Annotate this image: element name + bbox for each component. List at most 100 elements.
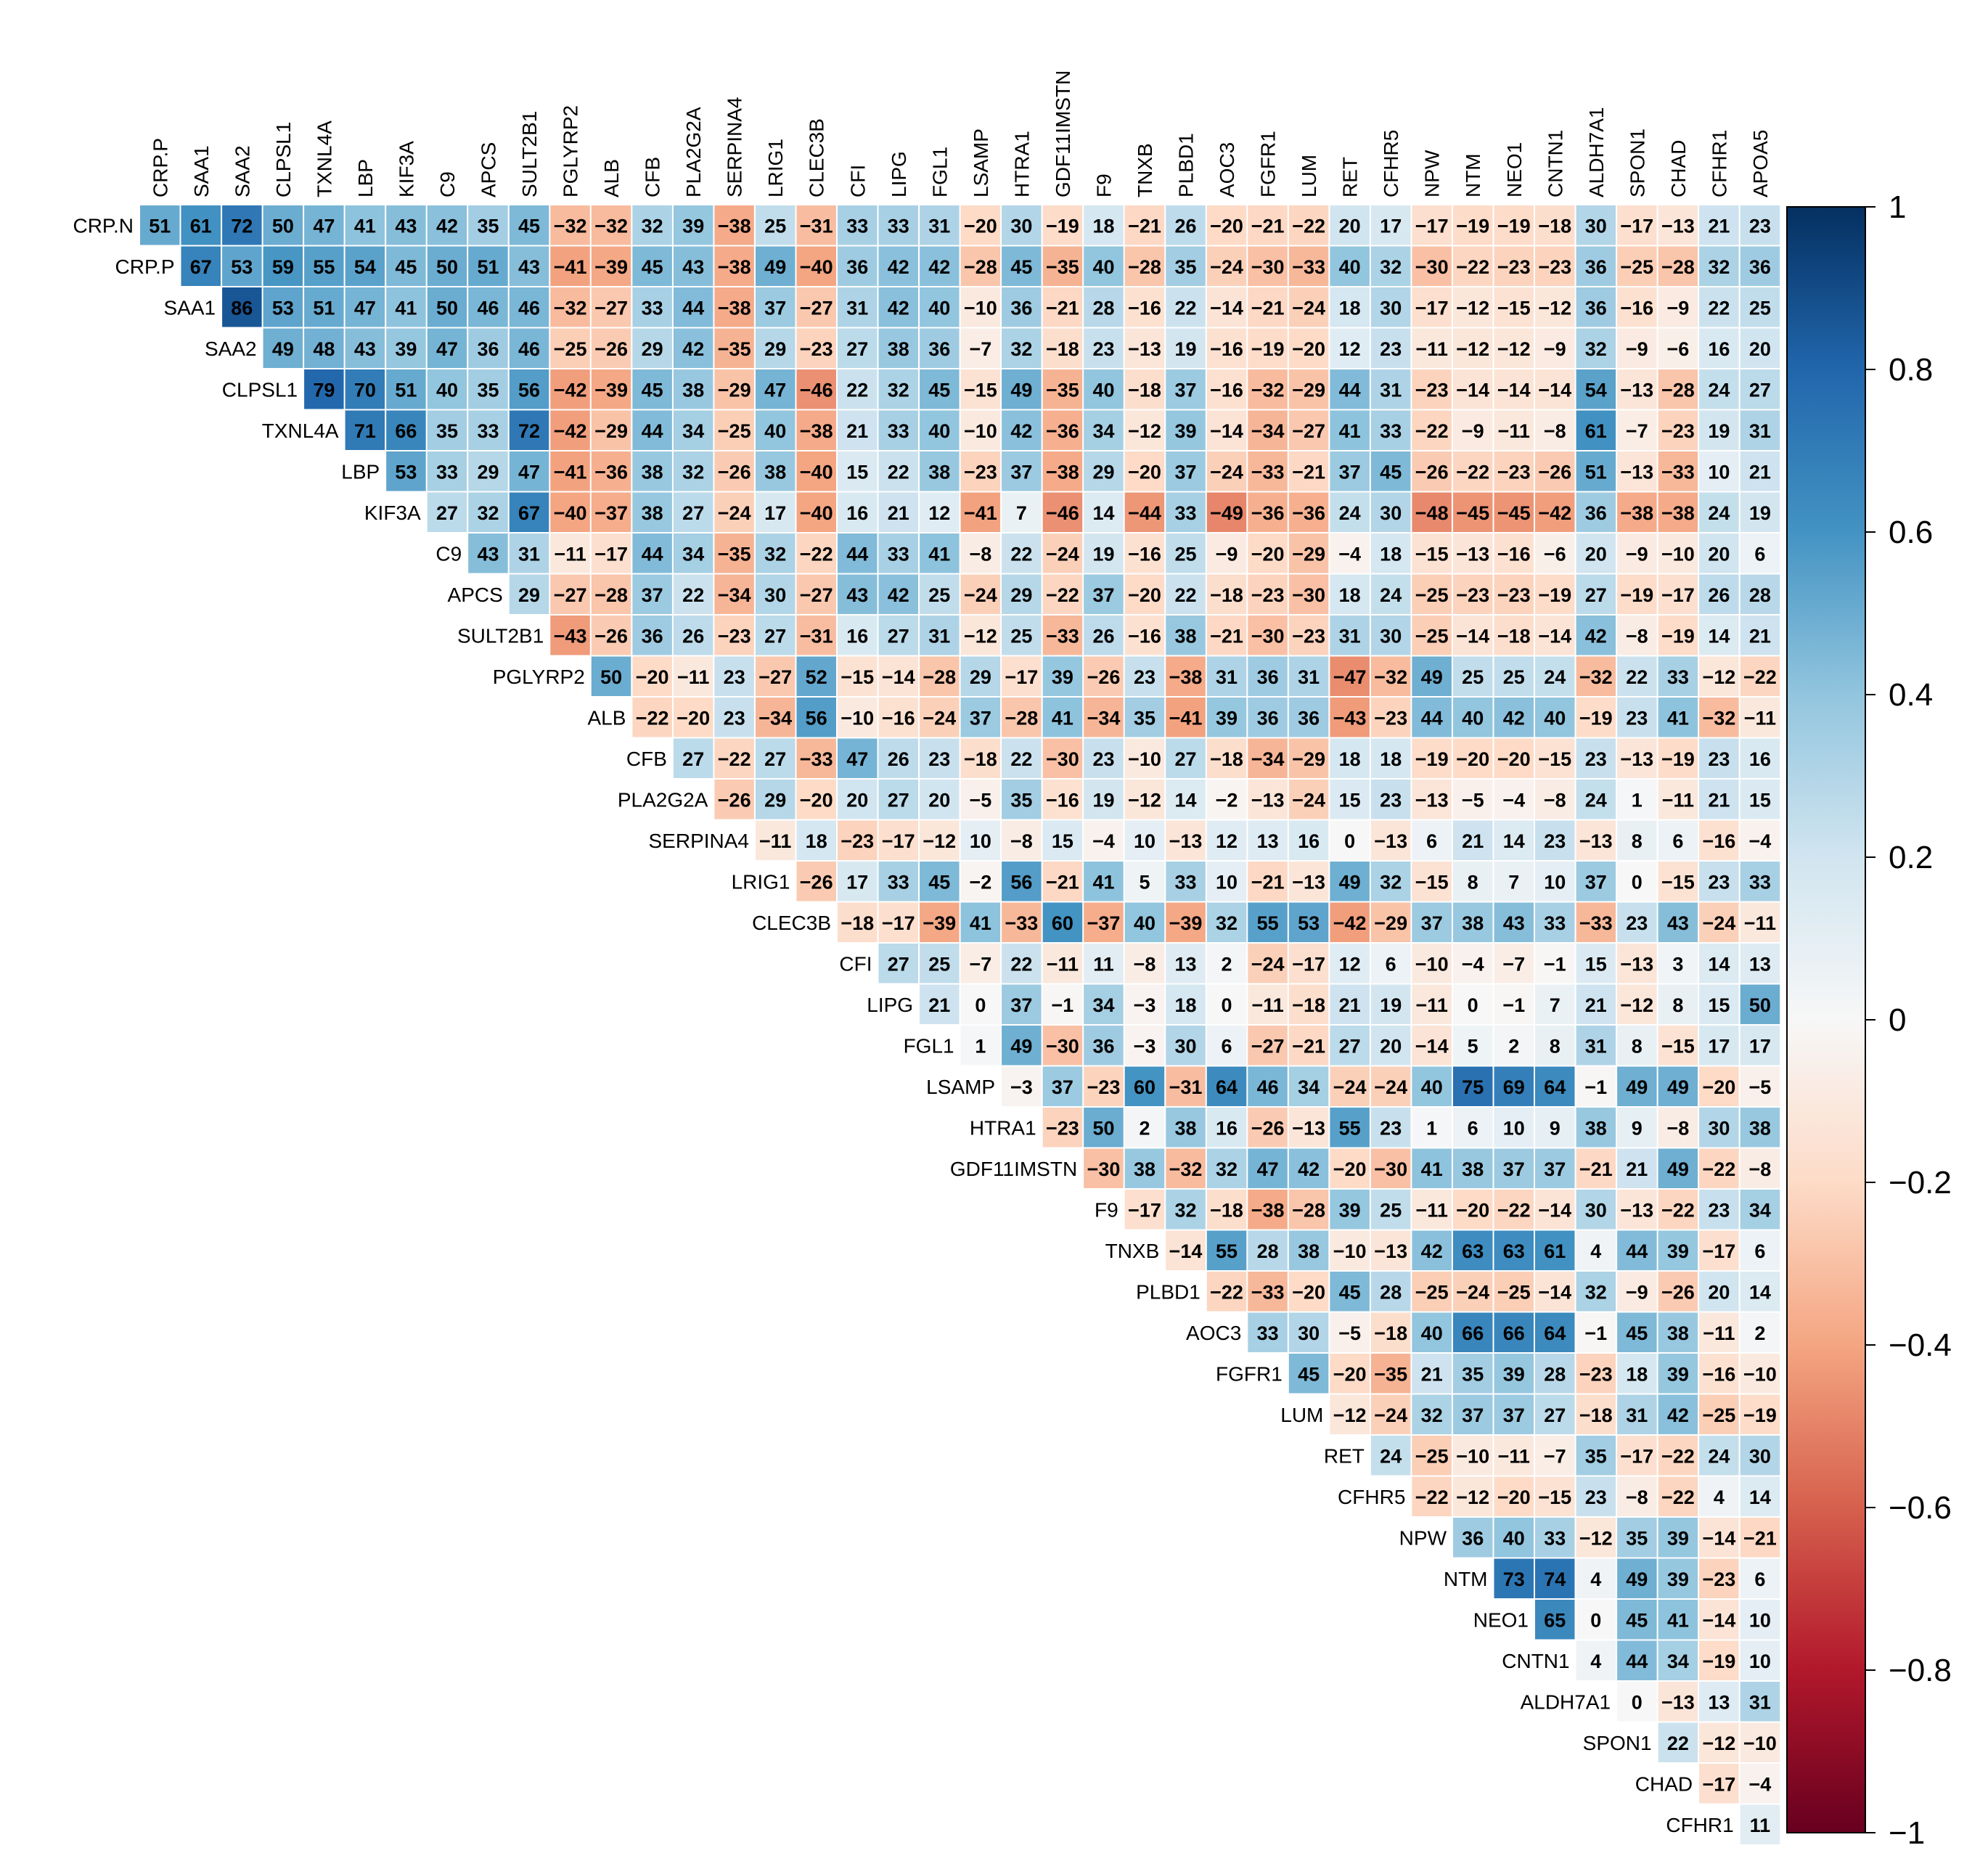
column-label: CLPSL1 [272,122,295,197]
cell-value-label: −33 [1661,461,1695,483]
cell-value-label: 27 [682,748,704,770]
cell-value-label: 51 [1585,461,1607,483]
cell-value-label: 9 [1550,1117,1560,1139]
heatmap-cell [468,205,508,245]
cell-value-label: 40 [928,420,950,442]
heatmap-cell [1617,1640,1657,1680]
heatmap-cell [1494,574,1534,614]
cell-value-label: 22 [1174,297,1196,319]
row-label: HTRA1 [970,1116,1036,1139]
cell-value-label: 40 [1092,379,1114,401]
cell-value-label: 33 [1544,1527,1566,1549]
heatmap-cell [960,820,1001,860]
cell-value-label: 33 [888,420,909,442]
heatmap-cell [1740,780,1780,819]
cell-value-label: −22 [1661,1486,1695,1508]
cell-value-label: −13 [1128,338,1161,360]
heatmap-cell [1288,287,1329,327]
cell-value-label: −18 [1292,994,1325,1016]
cell-value-label: −20 [1456,1199,1489,1221]
cell-value-label: −25 [718,420,751,442]
cell-value-label: −1 [1544,953,1566,975]
cell-value-label: 30 [1380,502,1402,524]
cell-value-label: 2 [1139,1117,1150,1139]
heatmap-cell [427,410,467,450]
cell-value-label: −20 [1128,461,1161,483]
heatmap-cell [304,205,344,245]
cell-value-label: 8 [1468,871,1478,893]
cell-value-label: 40 [436,379,458,401]
heatmap-cell [1617,944,1657,983]
heatmap-cell [1576,1394,1616,1434]
cell-value-label: −17 [882,912,915,934]
heatmap-cell [468,410,508,450]
cell-value-label: 37 [970,707,991,729]
cell-value-label: −32 [1374,666,1407,688]
heatmap-cell [1084,533,1124,573]
heatmap-cell [1617,451,1657,491]
cell-value-label: −9 [1626,543,1648,565]
heatmap-cell [714,780,754,819]
cell-value-label: −6 [1544,543,1566,565]
colorbar-tick-label: −0.8 [1889,1653,1952,1688]
heatmap-cell [920,451,960,491]
heatmap-cell [1206,451,1247,491]
cell-value-label: −18 [840,912,874,934]
heatmap-cell [878,451,918,491]
cell-value-label: −28 [1292,1199,1325,1221]
cell-value-label: −19 [1661,625,1695,647]
heatmap-cell [1166,451,1206,491]
cell-value-label: 18 [1380,543,1402,565]
heatmap-cell [1248,738,1288,778]
heatmap-cell [550,205,590,245]
heatmap-cell [1166,287,1206,327]
cell-value-label: 35 [477,215,499,237]
heatmap-cell [1084,615,1124,655]
row-label: CNTN1 [1502,1650,1569,1672]
cell-value-label: −27 [594,297,628,319]
cell-value-label: 23 [1749,215,1771,237]
cell-value-label: −10 [1456,1445,1489,1467]
cell-value-label: 27 [682,502,704,524]
heatmap-cell [1084,1108,1124,1148]
cell-value-label: −12 [1333,1404,1367,1426]
heatmap-cell [714,410,754,450]
cell-value-label: 75 [1462,1076,1484,1098]
cell-value-label: −1 [1052,994,1074,1016]
heatmap-cell [1658,738,1698,778]
heatmap-cell [1576,533,1616,573]
cell-value-label: −18 [1497,625,1531,647]
heatmap-cell [714,246,754,286]
heatmap-cell [714,738,754,778]
heatmap-cell [1330,902,1370,942]
cell-value-label: −8 [1544,789,1566,811]
cell-value-label: 37 [1174,379,1196,401]
heatmap-cell [1535,1518,1575,1558]
cell-value-label: 32 [642,215,663,237]
heatmap-cell [1248,1272,1288,1312]
heatmap-cell [1002,492,1042,532]
cell-value-label: 21 [1421,1363,1443,1385]
cell-value-label: 43 [395,215,417,237]
heatmap-cell [1699,780,1739,819]
heatmap-cell [1535,1354,1575,1394]
cell-value-label: −16 [882,707,915,729]
cell-value-label: 25 [1503,666,1525,688]
cell-value-label: −32 [1251,379,1285,401]
heatmap-cell [1658,246,1698,286]
cell-value-label: 27 [1585,584,1607,606]
heatmap-cell [960,369,1001,409]
cell-value-label: 38 [1749,1117,1771,1139]
cell-value-label: 38 [928,461,950,483]
heatmap-cell [509,369,549,409]
heatmap-cell [714,698,754,737]
heatmap-cell [632,369,672,409]
cell-value-label: −1 [1584,1322,1607,1344]
heatmap-cell [960,656,1001,696]
heatmap-cell [1002,410,1042,450]
cell-value-label: 36 [846,256,868,278]
heatmap-cell [1494,944,1534,983]
cell-value-label: 32 [888,379,909,401]
cell-value-label: −14 [1456,379,1489,401]
cell-value-label: −18 [1210,748,1243,770]
